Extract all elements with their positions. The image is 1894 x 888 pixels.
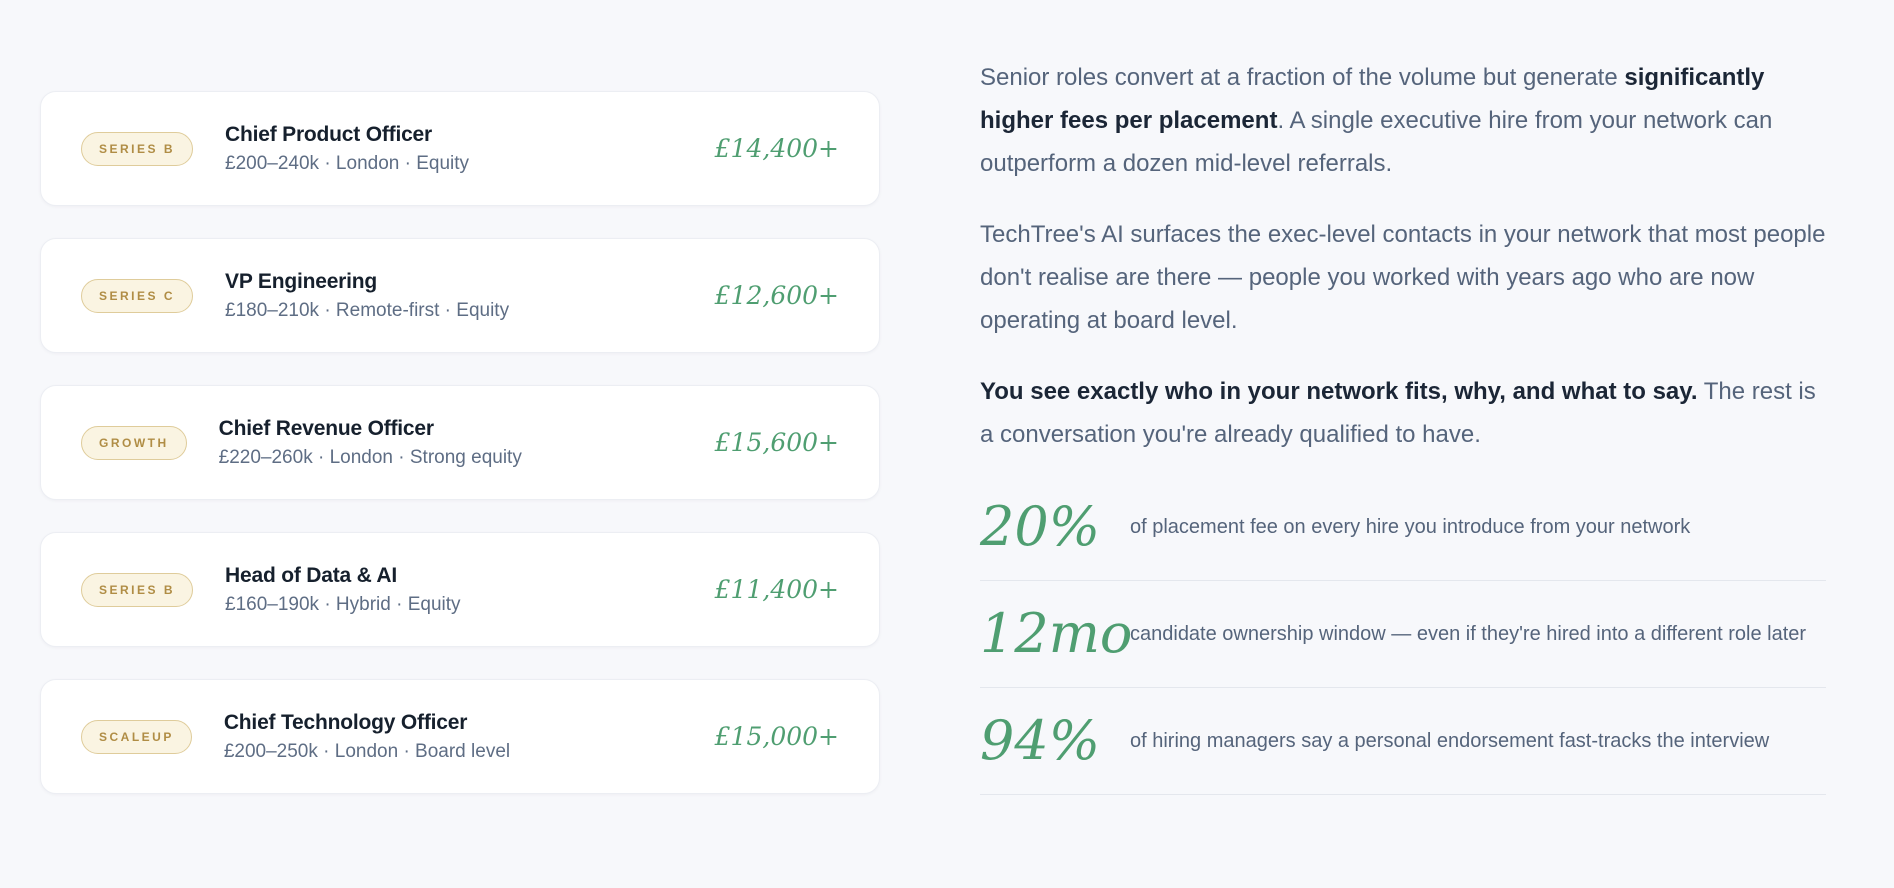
stat-row: 20% of placement fee on every hire you i… [980, 500, 1826, 581]
job-title: Chief Product Officer [225, 122, 433, 146]
paragraph-text: The rest is a conversation you're alread… [980, 378, 1816, 448]
stat-value: 12mo [980, 602, 1133, 665]
job-title: Chief Technology Officer [223, 710, 468, 734]
paragraph: You see exactly who in your network fits… [980, 370, 1826, 456]
stat-value: 20% [980, 495, 1101, 558]
stat-row: 12mo candidate ownership window — even i… [980, 607, 1826, 688]
stat-label: of hiring managers say a personal endors… [1130, 730, 1770, 752]
stat-row: 94% of hiring managers say a personal en… [980, 714, 1826, 795]
stage-badge: SERIES B [81, 131, 194, 166]
job-card: SERIES C VP Engineering £180–210k · Remo… [40, 238, 880, 353]
job-info: Chief Technology Officer £200–250k · Lon… [224, 711, 510, 763]
stage-badge: SCALEUP [81, 719, 192, 754]
paragraph-text: . A single executive hire from your netw… [980, 107, 1773, 177]
job-card-list: SERIES B Chief Product Officer £200–240k… [40, 56, 880, 821]
paragraph-text: TechTree's AI surfaces the exec-level co… [980, 221, 1826, 334]
paragraph-bold-text: significantly higher fees per placement [980, 64, 1765, 134]
job-card: SERIES B Head of Data & AI £160–190k · H… [40, 532, 880, 647]
copy-column: Senior roles convert at a fraction of th… [980, 56, 1826, 821]
job-fee: £12,600+ [714, 281, 839, 310]
job-meta: £200–240k · London · Equity [225, 152, 470, 174]
paragraph-bold-text: You see exactly who in your network fits… [980, 378, 1698, 405]
job-card: GROWTH Chief Revenue Officer £220–260k ·… [40, 385, 880, 500]
job-meta: £180–210k · Remote-first · Equity [225, 299, 510, 321]
job-fee: £14,400+ [714, 134, 839, 163]
job-title: Head of Data & AI [225, 563, 398, 587]
exec-referrals-section: SERIES B Chief Product Officer £200–240k… [40, 56, 1826, 821]
stage-badge: SERIES C [81, 278, 194, 313]
paragraph: TechTree's AI surfaces the exec-level co… [980, 213, 1826, 342]
stage-badge: SERIES B [81, 572, 194, 607]
job-meta: £220–260k · London · Strong equity [218, 446, 522, 468]
job-info: VP Engineering £180–210k · Remote-first … [225, 270, 509, 322]
job-card: SERIES B Chief Product Officer £200–240k… [40, 91, 880, 206]
job-meta: £160–190k · Hybrid · Equity [225, 593, 461, 615]
job-title: Chief Revenue Officer [218, 416, 434, 440]
stat-label: candidate ownership window — even if the… [1130, 623, 1807, 645]
job-title: VP Engineering [225, 269, 378, 293]
paragraph-text: Senior roles convert at a fraction of th… [980, 64, 1625, 91]
stat-value: 94% [980, 709, 1101, 772]
job-fee: £11,400+ [714, 575, 839, 604]
job-info: Chief Product Officer £200–240k · London… [225, 123, 469, 175]
job-info: Head of Data & AI £160–190k · Hybrid · E… [225, 564, 461, 616]
job-meta: £200–250k · London · Board level [223, 740, 511, 762]
job-fee: £15,000+ [714, 722, 839, 751]
paragraph: Senior roles convert at a fraction of th… [980, 56, 1826, 185]
stats-list: 20% of placement fee on every hire you i… [980, 500, 1826, 795]
job-card: SCALEUP Chief Technology Officer £200–25… [40, 679, 880, 794]
stat-label: of placement fee on every hire you intro… [1130, 516, 1691, 538]
job-fee: £15,600+ [714, 428, 839, 457]
stage-badge: GROWTH [81, 425, 187, 460]
job-info: Chief Revenue Officer £220–260k · London… [219, 417, 522, 469]
